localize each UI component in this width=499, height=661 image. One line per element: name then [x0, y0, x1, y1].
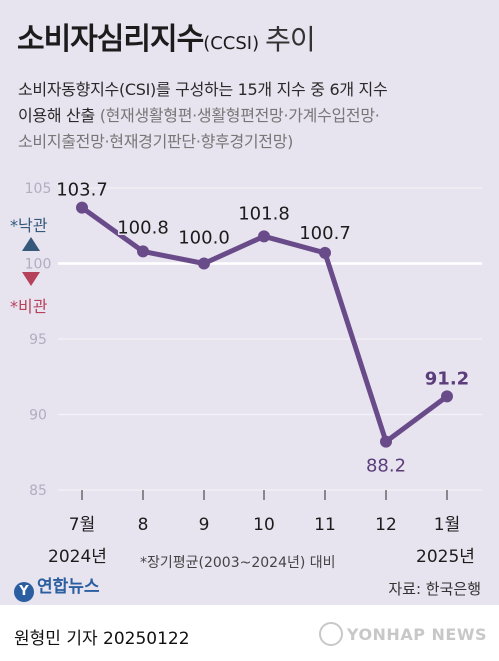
- data-points: [76, 201, 453, 448]
- year-label-end: 2025년: [416, 547, 475, 567]
- yonhap-logo: Y 연합뉴스: [14, 572, 100, 602]
- data-point: [258, 230, 270, 243]
- watermark: YONHAP NEWS: [318, 622, 487, 646]
- series-polyline: [79, 205, 450, 445]
- data-label: 101.8: [238, 203, 290, 224]
- baseline-note: *장기평균(2003~2024년) 대비: [140, 555, 336, 571]
- x-tick-label: 11: [314, 515, 336, 535]
- grid-lines: [58, 187, 482, 491]
- up-triangle-icon: [22, 237, 40, 251]
- x-tick-label: 10: [253, 515, 275, 535]
- title-tail: 추이: [265, 23, 316, 56]
- data-labels: 103.7 100.8 100.0 101.8 100.7 88.2 91.2: [55, 178, 471, 478]
- description-line-1: 소비자동향지수(CSI)를 구성하는 15개 지수 중 6개 지수: [18, 80, 388, 99]
- title-sub: (CCSI): [203, 33, 260, 54]
- data-point: [198, 257, 210, 270]
- logo-text: 연합뉴스: [37, 577, 100, 597]
- title-main: 소비자심리지수: [17, 22, 204, 57]
- down-triangle-icon: [22, 272, 40, 286]
- y-tick-label: 105: [25, 181, 52, 197]
- x-tick-label: 1월: [434, 515, 460, 535]
- y-tick-label: 85: [29, 483, 47, 499]
- x-tick-label: 9: [199, 515, 210, 535]
- yonhap-logo-icon: Y: [14, 582, 34, 602]
- chart-background: [0, 0, 499, 605]
- y-axis-ticks: 105 100 95 90 85: [25, 181, 52, 499]
- x-tick-label: 7월: [69, 515, 95, 535]
- chart-title: 소비자심리지수(CCSI) 추이: [17, 14, 316, 58]
- data-label: 100.8: [117, 217, 169, 238]
- description-line-2: 이용해 산출 (현재생활형편·생활형편전망·가계수입전망·: [18, 102, 380, 126]
- data-label: 103.7: [56, 180, 108, 201]
- year-label-start: 2024년: [48, 547, 107, 567]
- data-point: [441, 390, 453, 403]
- optimism-label: *낙관: [10, 216, 48, 235]
- y-tick-label: 95: [29, 332, 47, 348]
- data-label: 88.2: [366, 456, 406, 477]
- data-point: [380, 435, 392, 448]
- data-label: 100.0: [178, 228, 230, 249]
- x-tick-label: 12: [375, 515, 397, 535]
- data-point: [76, 201, 88, 214]
- description-components: (현재생활형편·생활형편전망·가계수입전망·: [99, 106, 380, 125]
- description-line-3: 소비지출전망·현재경기판단·향후경기전망): [18, 132, 294, 151]
- watermark-icon: [318, 622, 343, 646]
- description-text: 이용해 산출: [18, 106, 95, 125]
- line-chart: 105 100 95 90 85 7월 8 9 10 11 12 1월 103.7 100.8 100.…: [25, 178, 482, 535]
- y-tick-label: 90: [29, 408, 47, 424]
- data-label: 91.2: [425, 368, 469, 389]
- data-label: 100.7: [299, 223, 351, 244]
- watermark-text: YONHAP NEWS: [346, 625, 487, 644]
- data-point: [137, 245, 149, 258]
- source-label: 자료: 한국은행: [388, 580, 481, 598]
- x-tick-label: 8: [138, 515, 149, 535]
- series-line: [79, 205, 450, 445]
- reporter-credit: 원형민 기자 20250122: [14, 629, 190, 649]
- data-point: [319, 246, 331, 259]
- x-axis-ticks: 7월 8 9 10 11 12 1월: [69, 490, 460, 535]
- pessimism-label: *비관: [10, 297, 48, 316]
- y-tick-label: 100: [25, 257, 52, 273]
